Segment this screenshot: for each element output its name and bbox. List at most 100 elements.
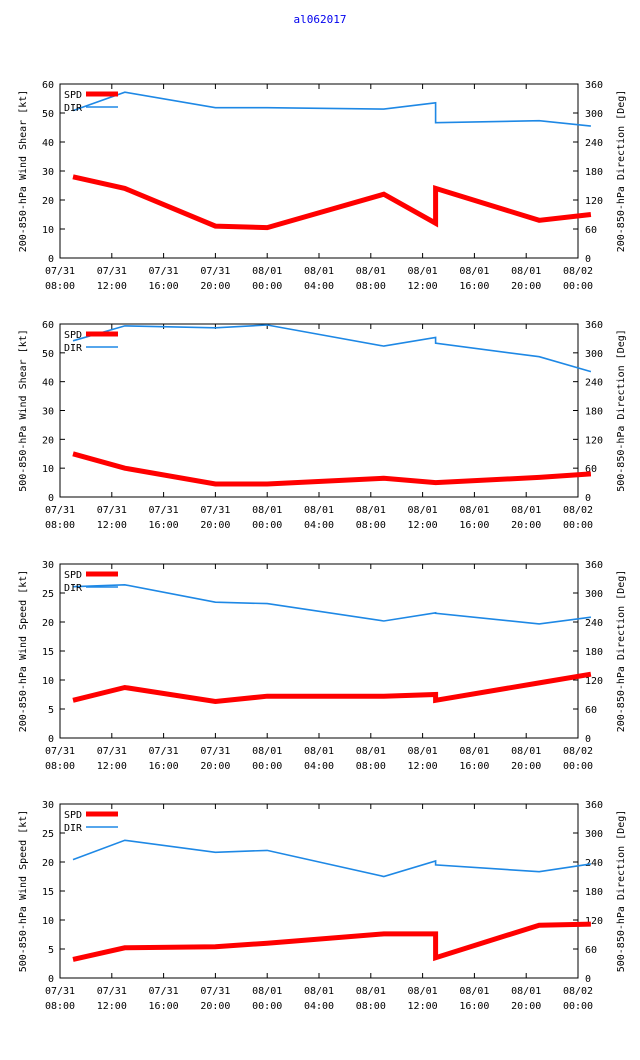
y-tick-label: 20 [42,858,54,869]
legend-label: SPD [64,570,82,581]
legend-label: SPD [64,810,82,821]
x-tick-label-date: 08/02 [563,746,593,757]
y-tick-label: 20 [42,196,54,207]
legend-label: SPD [64,330,82,341]
y-tick-label: 0 [48,734,54,745]
x-tick-label-date: 07/31 [97,266,127,277]
y-axis-label: 500-850-hPa Wind Shear [kt] [18,329,29,492]
x-tick-label-time: 16:00 [459,281,489,292]
x-tick-label-date: 07/31 [45,986,75,997]
y-tick-label: 20 [42,435,54,446]
x-tick-label-date: 08/01 [408,505,438,516]
y-tick-label: 60 [42,80,54,91]
x-tick-label-date: 07/31 [149,746,179,757]
x-tick-label-time: 00:00 [252,761,282,772]
x-tick-label-time: 08:00 [356,761,386,772]
x-tick-label-time: 20:00 [511,281,541,292]
y2-tick-label: 240 [585,378,603,389]
y2-axis-label: 200-850-hPa Direction [Deg] [616,90,627,253]
x-tick-label-time: 16:00 [459,1001,489,1012]
x-tick-label-date: 08/02 [563,505,593,516]
y2-tick-label: 0 [585,974,591,985]
y-tick-label: 0 [48,974,54,985]
x-tick-label-date: 07/31 [45,746,75,757]
x-tick-label-date: 08/01 [304,746,334,757]
x-tick-label-date: 08/01 [252,986,282,997]
x-tick-label-time: 12:00 [408,761,438,772]
x-tick-label-date: 08/01 [356,986,386,997]
y2-axis-label: 500-850-hPa Direction [Deg] [616,329,627,492]
x-tick-label-date: 08/01 [408,986,438,997]
y2-tick-label: 120 [585,676,603,687]
y-tick-label: 30 [42,800,54,811]
y2-tick-label: 360 [585,560,603,571]
series-line-spd [72,174,592,231]
x-tick-label-time: 16:00 [149,1001,179,1012]
x-tick-label-date: 07/31 [97,746,127,757]
x-tick-label-date: 07/31 [97,505,127,516]
series-line-dir [72,583,592,625]
x-tick-label-time: 00:00 [563,281,593,292]
x-tick-label-time: 00:00 [252,1001,282,1012]
y2-tick-label: 240 [585,618,603,629]
x-tick-label-time: 04:00 [304,761,334,772]
x-tick-label-time: 20:00 [511,761,541,772]
x-tick-label-date: 08/02 [563,986,593,997]
y-tick-label: 0 [48,493,54,504]
x-tick-label-time: 20:00 [200,281,230,292]
x-tick-label-date: 07/31 [97,986,127,997]
x-tick-label-time: 12:00 [408,1001,438,1012]
y-tick-label: 15 [42,887,54,898]
x-tick-label-time: 08:00 [45,281,75,292]
x-tick-label-date: 08/01 [408,746,438,757]
legend-label: SPD [64,90,82,101]
y2-tick-label: 360 [585,80,603,91]
series-line-dir [72,324,592,373]
y2-tick-label: 120 [585,435,603,446]
x-tick-label-date: 08/01 [252,505,282,516]
chart-panel-4: 05101520253006012018024030036007/3108:00… [18,800,627,1012]
x-tick-label-time: 00:00 [252,520,282,531]
y-axis-label: 200-850-hPa Wind Shear [kt] [18,90,29,253]
x-tick-label-date: 08/01 [459,266,489,277]
y2-tick-label: 180 [585,407,603,418]
x-tick-label-time: 00:00 [563,520,593,531]
x-tick-label-date: 08/01 [356,505,386,516]
x-tick-label-time: 16:00 [149,761,179,772]
x-tick-label-time: 04:00 [304,1001,334,1012]
y-tick-label: 30 [42,407,54,418]
x-tick-label-date: 08/01 [511,505,541,516]
x-tick-label-date: 08/02 [563,266,593,277]
y2-tick-label: 240 [585,858,603,869]
legend-label: DIR [64,823,83,834]
x-tick-label-date: 07/31 [200,266,230,277]
x-tick-label-time: 20:00 [511,520,541,531]
x-tick-label-time: 20:00 [200,1001,230,1012]
x-tick-label-date: 08/01 [511,986,541,997]
y-tick-label: 25 [42,589,54,600]
x-tick-label-date: 07/31 [200,746,230,757]
y-tick-label: 10 [42,916,54,927]
x-tick-label-time: 08:00 [45,520,75,531]
y2-tick-label: 120 [585,916,603,927]
y-tick-label: 15 [42,647,54,658]
x-tick-label-time: 12:00 [408,520,438,531]
y2-tick-label: 180 [585,647,603,658]
x-tick-label-date: 07/31 [45,505,75,516]
y-tick-label: 0 [48,254,54,265]
y2-tick-label: 0 [585,734,591,745]
chart-panel-2: 0 10 20 30 40 50 60 0 60 120 180 240 300 360 07/31 08:0… [18,320,627,531]
y2-tick-label: 60 [585,464,597,475]
plot-frame [59,563,579,739]
x-tick-label-date: 08/01 [356,266,386,277]
x-tick-label-date: 08/01 [304,266,334,277]
y-tick-label: 20 [42,618,54,629]
x-tick-label-time: 12:00 [97,281,127,292]
series-line-dir [72,839,592,878]
x-tick-label-time: 00:00 [252,281,282,292]
x-tick-label-time: 00:00 [563,761,593,772]
plot-frame [59,83,579,259]
y2-tick-label: 360 [585,320,603,331]
y-tick-label: 40 [42,138,54,149]
y-tick-label: 25 [42,829,54,840]
